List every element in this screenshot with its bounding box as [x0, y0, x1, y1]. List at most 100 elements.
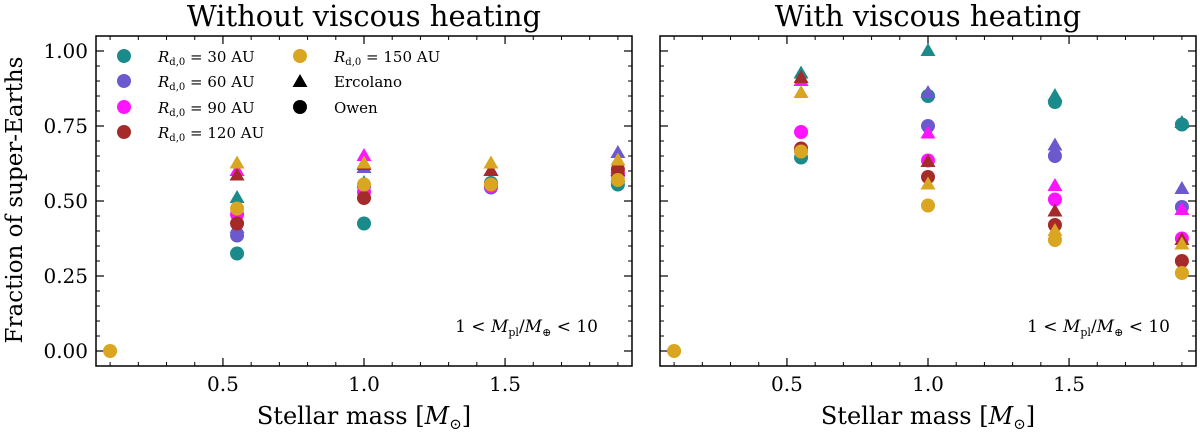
data-point — [356, 148, 372, 161]
data-point — [483, 155, 499, 169]
data-point — [1047, 203, 1063, 217]
data-point — [1174, 254, 1189, 268]
svg-text:Rd,0 = 30 AU: Rd,0 = 30 AU — [157, 48, 255, 68]
data-point — [920, 43, 936, 56]
panel1-title: Without viscous heating — [187, 0, 541, 33]
data-point — [1174, 236, 1190, 250]
data-point — [229, 190, 245, 203]
data-point — [794, 125, 809, 139]
panel1-xlabel-symbol: M — [424, 402, 451, 430]
svg-text:Rd,0 = 90 AU: Rd,0 = 90 AU — [157, 99, 255, 119]
panel-with-viscous-heating: With viscous heating Stellar mass [M⊙] 0… — [659, 0, 1197, 432]
x-tick-label: 0.5 — [771, 372, 803, 396]
data-point — [357, 216, 371, 231]
legend-marker-30au — [117, 49, 131, 63]
y-tick-label: 0.75 — [43, 114, 88, 138]
legend: Rd,0 = 30 AU Rd,0 = 60 AU Rd,0 = 90 AU R… — [117, 48, 440, 144]
data-point — [356, 155, 372, 169]
y-tick-label: 0.00 — [43, 339, 88, 363]
panel1-ticks: 0.5 1.0 1.5 0.00 0.25 0.50 0.75 1.00 — [43, 35, 632, 396]
panel2-xlabel-text: Stellar mass [ — [821, 402, 989, 430]
panel1-xlabel-close: ] — [462, 402, 471, 430]
data-point — [357, 177, 371, 192]
panel2-frame — [659, 35, 1197, 367]
data-point — [1174, 202, 1190, 215]
panel1-xlabel-text: Stellar mass [ — [257, 402, 425, 430]
data-point — [920, 125, 936, 139]
data-point — [667, 344, 682, 358]
y-tick-label: 0.50 — [43, 189, 88, 213]
data-point — [921, 198, 935, 213]
data-point — [793, 85, 809, 98]
data-point — [229, 167, 245, 181]
y-tick-label: 1.00 — [43, 39, 88, 63]
legend-label-ercolano: Ercolano — [334, 73, 402, 91]
data-point — [1174, 117, 1189, 132]
data-point — [610, 173, 625, 187]
data-point — [230, 216, 245, 231]
data-point — [230, 201, 245, 216]
legend-entry-150au: Rd,0 = 150 AU — [293, 48, 440, 68]
legend-entry-60au: Rd,0 = 60 AU — [117, 73, 255, 93]
data-point — [357, 191, 371, 205]
panel2-annotation: 1 < Mpl/M⊕ < 10 — [1027, 317, 1170, 339]
legend-label-owen: Owen — [334, 99, 378, 117]
panel1-xlabel: Stellar mass [M⊙] — [257, 402, 471, 432]
x-tick-label: 1.0 — [912, 372, 944, 396]
data-point — [793, 70, 809, 83]
panel2-data-points — [667, 43, 1190, 358]
panel2-xlabel: Stellar mass [M⊙] — [821, 402, 1035, 432]
panel1-annotation: 1 < Mpl/M⊕ < 10 — [455, 317, 598, 339]
data-point — [920, 154, 936, 167]
data-point — [920, 176, 936, 190]
panel1-data-points — [103, 145, 626, 358]
x-tick-label: 1.5 — [1053, 372, 1085, 396]
legend-marker-90au — [117, 100, 131, 114]
legend-marker-150au — [293, 49, 307, 63]
legend-marker-ercolano — [292, 74, 308, 87]
data-point — [1047, 95, 1062, 109]
data-point — [230, 246, 245, 261]
data-point — [1174, 181, 1190, 194]
x-tick-label: 0.5 — [207, 372, 239, 396]
data-point — [230, 228, 245, 243]
panel2-xlabel-symbol: M — [988, 402, 1015, 430]
x-tick-label: 1.5 — [489, 372, 521, 396]
panel2-ticks: 0.5 1.0 1.5 — [660, 35, 1196, 396]
data-point — [1174, 266, 1189, 280]
data-point — [1047, 137, 1063, 151]
data-point — [610, 152, 626, 166]
data-point — [794, 144, 809, 159]
panel-without-viscous-heating: Without viscous heating Fraction of supe… — [2, 0, 633, 432]
data-point — [610, 162, 625, 177]
svg-text:Rd,0 = 60 AU: Rd,0 = 60 AU — [157, 73, 255, 93]
data-point — [103, 344, 118, 358]
legend-marker-60au — [117, 74, 131, 88]
data-point — [229, 155, 245, 169]
panel1-xlabel-sub: ⊙ — [449, 415, 462, 432]
legend-entry-90au: Rd,0 = 90 AU — [117, 99, 255, 119]
panel1-frame — [95, 35, 633, 367]
data-point — [1047, 233, 1062, 247]
legend-entry-ercolano: Ercolano — [292, 73, 402, 91]
legend-entry-30au: Rd,0 = 30 AU — [117, 48, 255, 68]
data-point — [920, 85, 936, 98]
y-tick-label: 0.25 — [43, 264, 88, 288]
panel2-xlabel-sub: ⊙ — [1013, 415, 1026, 432]
data-point — [1047, 192, 1062, 207]
data-point — [610, 145, 626, 158]
svg-text:Rd,0 = 120 AU: Rd,0 = 120 AU — [157, 124, 264, 144]
panel2-xlabel-close: ] — [1026, 402, 1035, 430]
svg-text:Rd,0 = 150 AU: Rd,0 = 150 AU — [333, 48, 440, 68]
legend-marker-owen — [293, 100, 307, 114]
data-point — [483, 177, 498, 192]
legend-entry-owen: Owen — [293, 99, 378, 117]
legend-marker-120au — [117, 125, 131, 139]
data-point — [483, 163, 499, 176]
panel1-ylabel: Fraction of super-Earths — [2, 57, 28, 344]
data-point — [1047, 223, 1063, 236]
data-point — [1047, 149, 1062, 163]
panel2-title: With viscous heating — [775, 0, 1081, 33]
x-tick-label: 1.0 — [348, 372, 380, 396]
